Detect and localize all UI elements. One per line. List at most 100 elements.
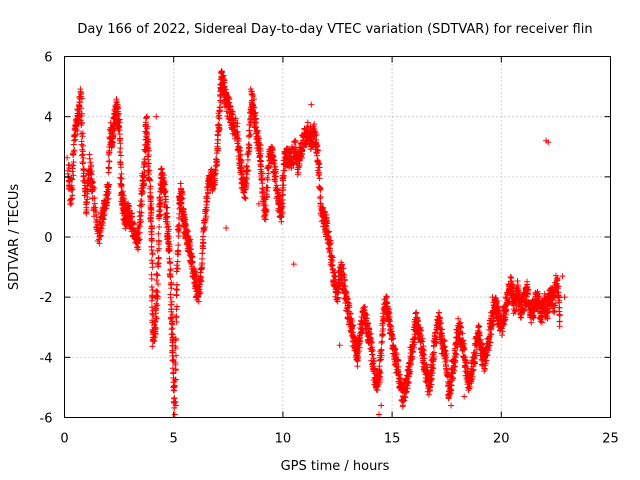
data-point bbox=[147, 218, 154, 225]
data-point bbox=[153, 292, 160, 299]
data-point bbox=[166, 247, 173, 254]
data-point bbox=[223, 224, 230, 231]
data-point bbox=[117, 145, 124, 152]
data-point bbox=[155, 238, 162, 245]
data-point bbox=[155, 254, 162, 261]
data-point bbox=[80, 170, 87, 177]
data-point bbox=[178, 200, 185, 207]
data-point bbox=[164, 234, 171, 241]
data-point bbox=[135, 246, 142, 253]
data-point bbox=[74, 128, 81, 135]
data-point bbox=[304, 119, 311, 126]
data-point bbox=[169, 311, 176, 318]
data-point bbox=[114, 101, 121, 108]
data-point bbox=[183, 222, 190, 229]
data-point bbox=[169, 349, 176, 356]
data-point bbox=[198, 265, 205, 272]
x-tick-label: 0 bbox=[60, 432, 68, 447]
data-point bbox=[379, 338, 386, 345]
y-tick-label: 6 bbox=[44, 51, 52, 66]
data-point bbox=[148, 228, 155, 235]
data-point bbox=[175, 242, 182, 249]
data-point bbox=[171, 387, 178, 394]
data-point bbox=[154, 272, 161, 279]
data-point bbox=[145, 139, 152, 146]
data-point bbox=[96, 240, 103, 247]
data-point bbox=[70, 148, 77, 155]
data-point bbox=[116, 148, 123, 155]
x-tick-labels: 0 5 10 15 20 25 bbox=[60, 432, 618, 447]
data-point bbox=[139, 189, 146, 196]
data-point bbox=[117, 152, 124, 159]
data-point bbox=[214, 131, 221, 138]
data-point bbox=[173, 303, 180, 310]
data-point bbox=[556, 312, 563, 319]
data-point bbox=[161, 174, 168, 181]
x-axis-label: GPS time / hours bbox=[281, 459, 390, 474]
y-tick-label: -4 bbox=[40, 351, 53, 366]
data-point bbox=[88, 162, 95, 169]
data-point bbox=[149, 250, 156, 257]
data-point bbox=[291, 138, 298, 145]
data-point bbox=[161, 181, 168, 188]
data-point bbox=[173, 262, 180, 269]
data-point bbox=[336, 342, 343, 349]
data-point bbox=[215, 128, 222, 135]
data-point bbox=[78, 119, 85, 126]
x-tick-label: 15 bbox=[384, 432, 401, 447]
data-point bbox=[141, 158, 148, 165]
data-point bbox=[148, 283, 155, 290]
data-point bbox=[199, 255, 206, 262]
data-point bbox=[148, 275, 155, 282]
data-point bbox=[128, 213, 135, 220]
data-point bbox=[118, 175, 125, 182]
data-point bbox=[111, 120, 118, 127]
data-point bbox=[292, 137, 299, 144]
data-point bbox=[369, 351, 376, 358]
data-point bbox=[167, 294, 174, 301]
data-point bbox=[171, 411, 178, 418]
data-point bbox=[378, 339, 385, 346]
data-point bbox=[164, 204, 171, 211]
data-point bbox=[137, 212, 144, 219]
data-point bbox=[271, 176, 278, 183]
data-point bbox=[93, 208, 100, 215]
x-tick-label: 20 bbox=[493, 432, 510, 447]
data-point bbox=[78, 95, 85, 102]
data-point bbox=[148, 207, 155, 214]
data-point bbox=[153, 113, 160, 120]
data-point bbox=[153, 277, 160, 284]
data-point bbox=[181, 211, 188, 218]
data-point bbox=[79, 151, 86, 158]
data-point bbox=[143, 114, 150, 121]
data-point bbox=[173, 286, 180, 293]
data-point bbox=[105, 183, 112, 190]
y-tick-label: 2 bbox=[44, 171, 52, 186]
data-point bbox=[149, 237, 156, 244]
data-point bbox=[171, 384, 178, 391]
data-point bbox=[169, 342, 176, 349]
data-point bbox=[259, 180, 266, 187]
data-point bbox=[242, 195, 249, 202]
data-point bbox=[79, 152, 86, 159]
data-point bbox=[126, 207, 133, 214]
data-point bbox=[98, 225, 105, 232]
data-point bbox=[167, 259, 174, 266]
data-point bbox=[80, 155, 87, 162]
data-point bbox=[105, 195, 112, 202]
data-point bbox=[177, 180, 184, 187]
data-point bbox=[148, 243, 155, 250]
data-point bbox=[78, 112, 85, 119]
data-point bbox=[157, 197, 164, 204]
data-point bbox=[138, 187, 145, 194]
data-point bbox=[152, 303, 159, 310]
data-point bbox=[156, 223, 163, 230]
data-point bbox=[121, 201, 128, 208]
data-points bbox=[64, 68, 568, 418]
data-point bbox=[556, 323, 563, 330]
data-point bbox=[172, 314, 179, 321]
data-point bbox=[145, 152, 152, 159]
data-point bbox=[155, 280, 162, 287]
data-point bbox=[107, 119, 114, 126]
